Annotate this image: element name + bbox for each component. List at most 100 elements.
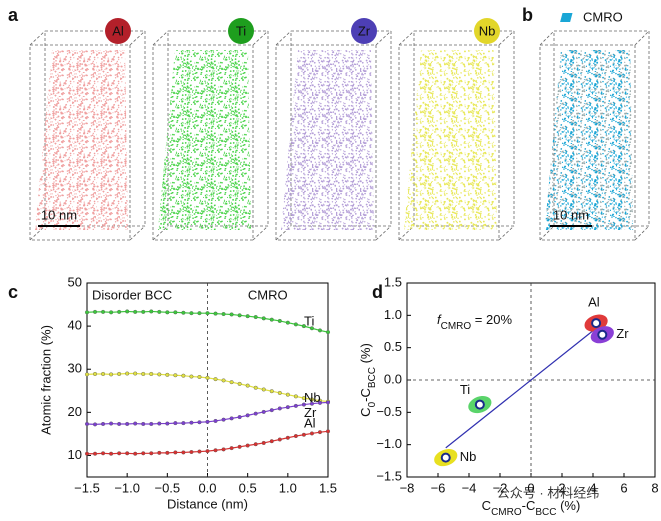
data-point bbox=[133, 309, 138, 314]
data-point bbox=[125, 371, 130, 376]
box-edge bbox=[375, 225, 392, 241]
point-label: Zr bbox=[616, 326, 629, 341]
box-front bbox=[398, 44, 500, 241]
x-tick-label: 1.0 bbox=[279, 480, 297, 495]
element-label: Ti bbox=[236, 23, 246, 38]
x-tick-label: −4 bbox=[462, 480, 477, 495]
data-point bbox=[474, 399, 485, 410]
data-point bbox=[173, 373, 178, 378]
data-point bbox=[189, 449, 194, 454]
x-tick-label: 1.5 bbox=[319, 480, 337, 495]
data-point bbox=[117, 309, 122, 314]
data-point bbox=[326, 400, 331, 405]
text-part: CMRO bbox=[441, 321, 472, 332]
data-point bbox=[133, 421, 138, 426]
element-label: Nb bbox=[479, 23, 496, 38]
box-edge bbox=[498, 30, 515, 46]
data-point bbox=[277, 318, 282, 323]
data-point bbox=[181, 373, 186, 378]
element-badge bbox=[228, 18, 254, 44]
data-point bbox=[229, 312, 234, 317]
x-tick-label: 0 bbox=[527, 480, 534, 495]
data-point bbox=[189, 420, 194, 425]
text-part: -C bbox=[358, 388, 373, 402]
data-point bbox=[253, 385, 258, 390]
x-tick-label: −6 bbox=[431, 480, 446, 495]
data-point bbox=[157, 309, 162, 314]
y-tick-label: 40 bbox=[68, 318, 82, 333]
watermark: 公众号 · 材料经纬 bbox=[497, 485, 600, 500]
y-tick-label: 20 bbox=[68, 404, 82, 419]
data-point bbox=[285, 405, 290, 410]
series-label: Zr bbox=[304, 405, 317, 420]
data-point bbox=[213, 377, 218, 382]
data-point bbox=[157, 421, 162, 426]
box-edge bbox=[539, 30, 555, 46]
data-point bbox=[165, 372, 170, 377]
data-point bbox=[221, 447, 226, 452]
data-point bbox=[117, 451, 122, 456]
y-tick-label: 0.0 bbox=[384, 371, 402, 386]
text-part: CMRO bbox=[491, 507, 522, 518]
x-tick-label: −2 bbox=[493, 480, 508, 495]
data-point bbox=[93, 422, 98, 427]
element-badge bbox=[474, 18, 500, 44]
data-point bbox=[261, 440, 266, 445]
data-point bbox=[309, 431, 314, 436]
data-point bbox=[301, 432, 306, 437]
legend-swatch bbox=[560, 13, 573, 22]
data-point bbox=[237, 444, 242, 449]
annotation: CMRO bbox=[248, 287, 288, 302]
fit-line bbox=[445, 326, 599, 449]
data-point bbox=[237, 313, 242, 318]
data-point bbox=[221, 417, 226, 422]
box-edge bbox=[498, 225, 515, 241]
atom-cloud bbox=[544, 50, 634, 230]
data-point bbox=[229, 446, 234, 451]
text-part: C bbox=[358, 407, 373, 416]
data-point bbox=[84, 372, 89, 377]
element-label: Al bbox=[112, 23, 124, 38]
x-axis-label: CCMRO-CBCC (%) bbox=[482, 498, 581, 518]
data-point bbox=[317, 328, 322, 333]
data-point bbox=[133, 371, 138, 376]
box-edge bbox=[375, 30, 392, 46]
data-point bbox=[317, 430, 322, 435]
data-point bbox=[245, 314, 250, 319]
data-point bbox=[181, 421, 186, 426]
data-point bbox=[181, 310, 186, 315]
annotation: fCMRO = 20% bbox=[437, 312, 512, 332]
data-point bbox=[173, 310, 178, 315]
data-point bbox=[141, 371, 146, 376]
data-point bbox=[301, 396, 306, 401]
y-tick-label: −0.5 bbox=[376, 404, 402, 419]
series-label: Al bbox=[304, 416, 316, 431]
data-point bbox=[197, 420, 202, 425]
data-point bbox=[440, 452, 451, 463]
data-point bbox=[197, 374, 202, 379]
panel-label: b bbox=[522, 5, 533, 25]
data-point bbox=[245, 383, 250, 388]
panel-label: d bbox=[372, 282, 383, 302]
box-edge bbox=[129, 225, 146, 241]
data-point bbox=[269, 389, 274, 394]
data-point bbox=[309, 397, 314, 402]
x-tick-label: 0.0 bbox=[198, 480, 216, 495]
data-point bbox=[93, 451, 98, 456]
data-point bbox=[293, 322, 298, 327]
x-tick-label: 6 bbox=[620, 480, 627, 495]
y-tick-label: −1.0 bbox=[376, 436, 402, 451]
data-point bbox=[141, 451, 146, 456]
data-point bbox=[301, 324, 306, 329]
data-point bbox=[165, 450, 170, 455]
element-badge bbox=[105, 18, 131, 44]
text-part: (%) bbox=[556, 498, 580, 513]
data-point bbox=[237, 381, 242, 386]
data-point bbox=[261, 387, 266, 392]
text-part: 0 bbox=[367, 401, 378, 407]
atom-cloud bbox=[404, 50, 497, 230]
x-axis-label: Distance (nm) bbox=[167, 496, 248, 511]
box-front bbox=[539, 44, 636, 241]
data-point bbox=[221, 312, 226, 317]
y-tick-label: 50 bbox=[68, 274, 82, 289]
